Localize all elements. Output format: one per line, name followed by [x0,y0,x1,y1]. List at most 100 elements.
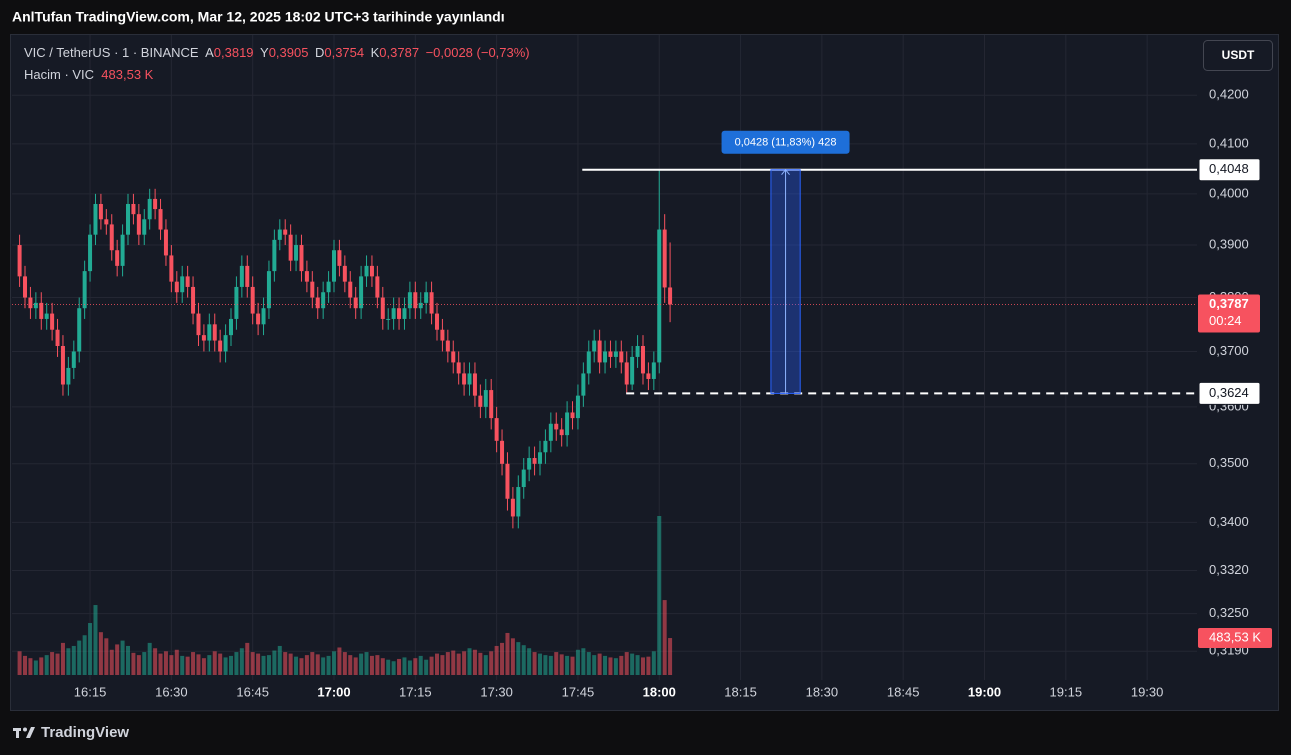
volume-bar [39,657,44,675]
tv-logo [13,727,35,738]
candle-body [256,313,261,325]
candle-body [104,219,109,225]
x-tick-label: 18:45 [887,684,920,699]
candle-body [375,276,380,298]
candle-body [136,214,141,235]
volume-bar [88,623,93,675]
volume-bar [60,642,65,675]
candle-body [147,198,152,220]
volume-bar [510,638,515,675]
currency-label: USDT [1222,48,1255,62]
volume-bar [212,651,217,675]
volume-bar [651,651,656,675]
volume-bar [28,658,33,675]
volume-bar [646,656,651,675]
volume-bar [71,645,76,675]
volume-bar [548,655,553,675]
volume-bar [597,653,602,675]
candle-body [608,351,613,357]
legend-row: VIC / TetherUS · 1 · BINANCE A0,3819 Y0,… [24,45,530,60]
candle-body [635,346,640,357]
candle-body [337,250,342,266]
candle-body [364,265,369,277]
volume-bar [375,655,380,675]
last-price-badge [1198,294,1260,333]
candle-body [657,229,662,363]
candle-body [581,373,586,396]
volume-bar [440,655,445,675]
candle-body [66,367,71,385]
volume-bar [55,653,60,675]
volume-bar [570,656,575,675]
candle-body [440,329,445,341]
volume-bar [489,651,494,675]
volume-bar [98,632,103,675]
x-tick-label: 19:00 [968,684,1001,699]
volume-bar [402,657,407,675]
candle-body [250,286,255,314]
candle-body [277,229,282,240]
candle-body [353,297,358,309]
volume-bar [662,600,667,675]
candle-body [640,346,645,374]
candle-body [310,281,315,298]
candle-body [39,302,44,319]
line-price-badge [1198,158,1261,182]
volume-bar [321,657,326,675]
volume-bar [472,649,477,675]
volume-bar [180,655,185,675]
volume-bar [17,651,22,675]
candle-body [60,346,65,385]
volume-bar [348,655,353,675]
volume-bar [115,644,120,675]
x-tick-label: 18:00 [643,684,676,699]
candle-body [245,265,250,287]
candle-body [109,224,114,251]
candle-body [369,265,374,277]
volume-bar [277,645,282,675]
volume-bar [169,655,174,675]
annotations: 0,0428 (11,83%) 428 [12,130,1197,395]
candle-body [592,340,597,352]
volume-badge [1198,628,1272,649]
candle-body [23,276,28,298]
x-tick-label: 17:00 [317,684,350,699]
ohlc-key: A [205,45,214,60]
volume-bar [445,652,450,675]
candle-body [163,229,168,256]
volume-bar [261,655,266,675]
currency-button[interactable] [1203,40,1273,71]
y-tick-label: 0,3700 [1209,343,1249,358]
candle-body [153,198,158,210]
volume-bar [592,655,597,675]
candle-body [98,203,103,220]
candle-body [500,440,505,464]
volume-bar [478,652,483,675]
candle-body [77,308,82,352]
candle-body [93,203,98,235]
candle-body [71,351,76,368]
volume-bar [630,653,635,675]
candle-body [624,362,629,385]
volume-bar [304,655,309,675]
volume-bar [554,652,559,675]
candle-body [483,390,488,407]
candle-body [348,281,353,298]
candle-body [126,203,131,235]
volume-bar [462,651,467,675]
candle-body [646,373,651,379]
candle-body [537,452,542,464]
last-price-label: 0,3787 [1209,296,1249,311]
candle-body [185,276,190,287]
ohlc-value: 0,3905 [268,45,309,60]
volume-bar [310,652,315,675]
countdown: 00:24 [1209,313,1242,328]
volume-bar [608,657,613,675]
volume-bar [603,655,608,675]
candle-body [55,329,60,347]
x-tick-label: 18:15 [724,684,757,699]
volume-bar [537,653,542,675]
change: −0,0028 (−0,73%) [425,45,530,60]
volume-bar [82,635,87,675]
